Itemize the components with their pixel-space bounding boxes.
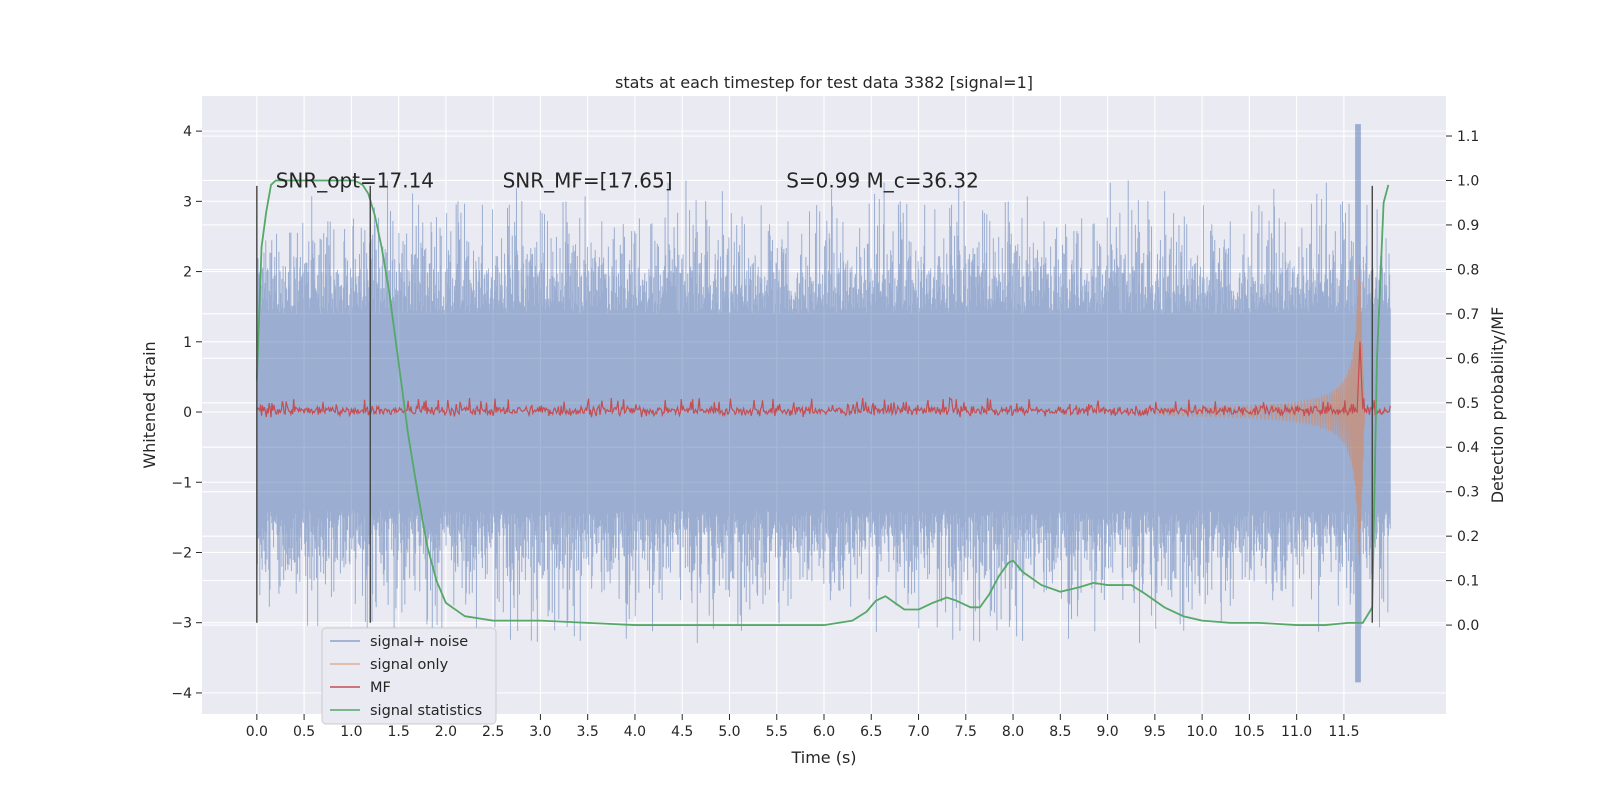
series-signal-statistics [255,179,1390,626]
x-tick-label: 9.0 [1096,724,1118,740]
x-tick-label: 2.0 [435,724,457,740]
y-left-tick-label: 2 [183,265,192,281]
y-right-tick-label: 0.9 [1457,218,1479,234]
y-axis-title-right: Detection probability/MF [1488,307,1507,504]
y-left-tick-label: 1 [183,335,192,351]
y-left-tick-label: −3 [171,616,192,632]
x-tick-label: 8.0 [1002,724,1024,740]
annotation-s-mc: S=0.99 M_c=36.32 [786,168,979,192]
y-left-tick-label: 3 [183,194,192,210]
y-right-tick-label: 0.1 [1457,574,1479,590]
y-right-tick-label: 0.2 [1457,529,1479,545]
x-tick-label: 7.0 [907,724,929,740]
x-tick-label: 3.5 [577,724,599,740]
y-right-tick-label: 0.3 [1457,485,1479,501]
y-right-tick-label: 0.8 [1457,262,1479,278]
legend: signal+ noise signal only MF signal stat… [321,627,497,725]
x-tick-label: 0.0 [246,724,268,740]
y-left-tick-label: −4 [171,686,192,702]
x-tick-label: 11.0 [1281,724,1312,740]
y-right-tick-label: 0.5 [1457,396,1479,412]
x-tick-label: 10.5 [1234,724,1265,740]
x-tick-label: 9.5 [1144,724,1166,740]
legend-box [321,627,497,725]
y-left-tick-label: −2 [171,545,192,561]
y-right-tick-label: 0.0 [1457,618,1479,634]
series-mf [256,341,1391,418]
legend-label-signal-noise: signal+ noise [370,634,468,650]
x-tick-label: 5.0 [718,724,740,740]
chart-title: stats at each timestep for test data 338… [615,73,1033,92]
y-right-tick-label: 0.7 [1457,307,1479,323]
ticks: 0.0 0.5 1.0 1.5 2.0 2.5 3.0 3.5 4.0 4.5 5.0 5.5 6.0 6… [171,124,1479,740]
x-tick-label: 4.0 [624,724,646,740]
y-right-tick-label: 0.6 [1457,351,1479,367]
y-left-tick-label: 4 [183,124,192,140]
y-axis-title-left: Whitened strain [140,341,159,468]
x-tick-label: 1.0 [340,724,362,740]
x-tick-label: 8.5 [1049,724,1071,740]
legend-label-signal-statistics: signal statistics [370,703,482,719]
x-tick-label: 11.5 [1328,724,1359,740]
y-left-tick-label: −1 [171,475,192,491]
y-right-tick-label: 1.0 [1457,173,1479,189]
vertical-markers [256,185,1373,623]
x-tick-label: 6.5 [860,724,882,740]
annotation-snr-mf: SNR_MF=[17.65] [503,168,673,192]
x-tick-label: 4.5 [671,724,693,740]
x-tick-label: 3.0 [529,724,551,740]
x-tick-label: 1.5 [387,724,409,740]
x-tick-label: 7.5 [955,724,977,740]
y-right-tick-label: 1.1 [1457,129,1479,145]
x-tick-label: 5.5 [766,724,788,740]
annotation-snr-opt: SNR_opt=17.14 [276,168,434,192]
x-tick-label: 2.5 [482,724,504,740]
x-tick-label: 0.5 [293,724,315,740]
x-tick-label: 10.0 [1187,724,1218,740]
y-right-tick-label: 0.4 [1457,440,1479,456]
y-left-tick-label: 0 [183,405,192,421]
x-tick-label: 6.0 [813,724,835,740]
legend-label-signal-only: signal only [370,657,449,673]
legend-label-mf: MF [370,680,391,696]
x-axis-title: Time (s) [790,748,856,767]
